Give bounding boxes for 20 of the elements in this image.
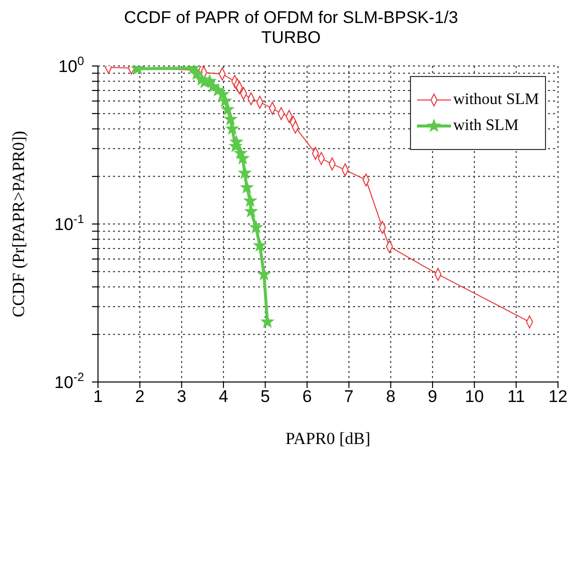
x-tick-label: 8	[386, 387, 396, 406]
x-axis-title: PAPR0 [dB]	[286, 429, 370, 448]
x-tick-label: 7	[344, 387, 354, 406]
x-tick-label: 12	[548, 387, 568, 406]
x-tick-label: 3	[176, 387, 186, 406]
x-tick-label: 1	[93, 387, 103, 406]
legend-label: without SLM	[453, 91, 539, 109]
x-tick-label: 5	[260, 387, 270, 406]
legend-label: with SLM	[453, 117, 519, 135]
y-tick-label: 10$^{-1}$	[54, 212, 84, 234]
y-tick-label: 10$^{0}$	[58, 54, 84, 76]
x-tick-label: 9	[428, 387, 438, 406]
x-tick-label: 10	[464, 387, 484, 406]
x-tick-label: 11	[507, 387, 526, 406]
chart-title: CCDF of PAPR of OFDM for SLM-BPSK-1/3 TURBO	[122, 8, 460, 49]
x-tick-label: 6	[302, 387, 312, 406]
x-tick-label: 4	[218, 387, 228, 406]
y-tick-label: 10$^{-2}$	[54, 370, 84, 392]
x-tick-label: 2	[135, 387, 145, 406]
y-axis-title: CCDF (Pr[PAPR>PAPR0])	[9, 130, 28, 318]
